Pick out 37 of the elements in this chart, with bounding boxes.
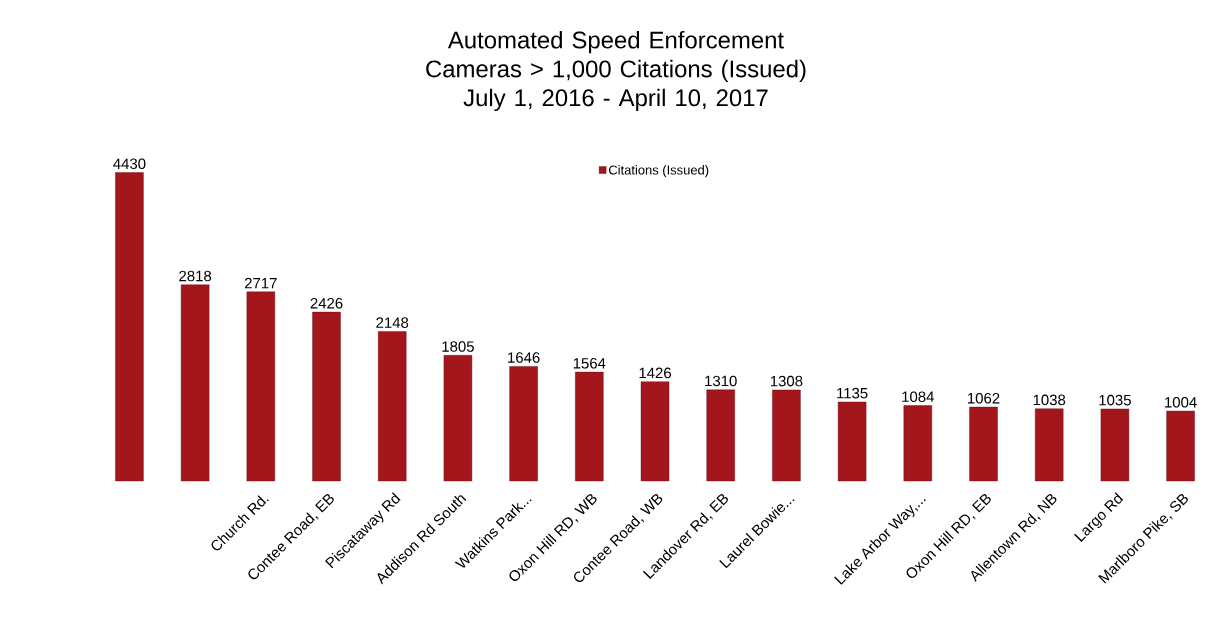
data-label: 2818 [179, 270, 212, 282]
data-label: 1135 [837, 387, 868, 399]
data-label: 1805 [442, 341, 474, 352]
data-label: 1035 [1099, 394, 1131, 406]
bar [312, 311, 341, 482]
data-label: 1038 [1033, 394, 1066, 406]
bar [378, 331, 407, 482]
data-label: 1084 [902, 391, 934, 402]
data-label: 1564 [573, 358, 606, 369]
bar [969, 406, 998, 482]
data-label: 1062 [968, 392, 1000, 404]
bar [443, 355, 473, 482]
chart-subtitle: July 1, 2016 - April 10, 2017 [463, 88, 768, 112]
bar [706, 389, 735, 482]
data-label: 1310 [705, 375, 737, 387]
chart-title: Automated Speed Enforcement Cameras > 1,000 Citations (Issued) [426, 30, 806, 83]
data-label: 2148 [376, 317, 409, 328]
data-label: 1646 [508, 352, 540, 363]
data-label: 1004 [1165, 396, 1197, 408]
data-label: 1426 [639, 367, 671, 379]
bar [903, 405, 932, 482]
bar [509, 366, 538, 482]
data-label: 2717 [244, 277, 277, 289]
data-label: 1308 [770, 375, 803, 387]
bar [1166, 410, 1195, 482]
bar [115, 172, 144, 482]
data-label: 4430 [113, 158, 146, 170]
bar [1035, 408, 1064, 482]
bar [1100, 408, 1130, 482]
bar [837, 401, 867, 482]
legend-label: Citations (Issued) [608, 165, 709, 178]
bar [772, 389, 801, 482]
bar [640, 381, 670, 482]
bar [246, 291, 276, 482]
bar [575, 371, 604, 482]
bar [180, 284, 210, 482]
data-label: 2426 [310, 297, 343, 309]
